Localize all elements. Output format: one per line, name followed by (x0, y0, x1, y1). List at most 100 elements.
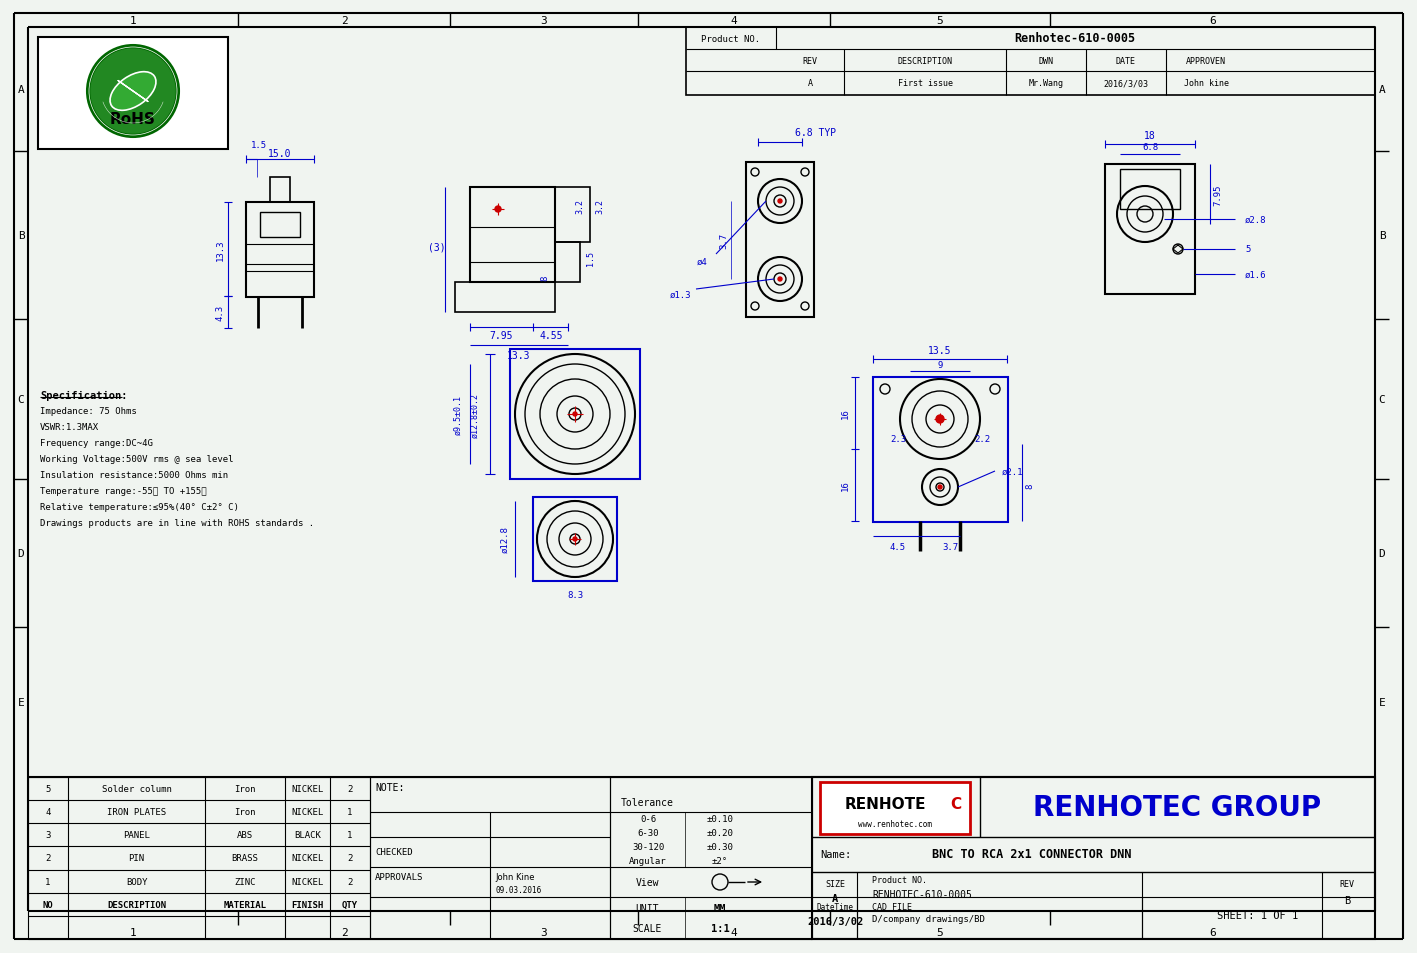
Text: Iron: Iron (234, 784, 255, 793)
Text: DATE: DATE (1117, 56, 1136, 66)
Text: Temperature range:-55℃ TO +155℃: Temperature range:-55℃ TO +155℃ (40, 487, 207, 496)
Text: A: A (832, 893, 837, 903)
Text: 4: 4 (45, 807, 51, 817)
Text: View: View (635, 877, 659, 887)
Text: NOTE:: NOTE: (376, 782, 404, 792)
Text: Relative temperature:≤95%(40° C±2° C): Relative temperature:≤95%(40° C±2° C) (40, 503, 239, 512)
Text: E: E (1379, 698, 1386, 707)
Circle shape (572, 537, 577, 541)
Text: 1: 1 (347, 830, 353, 840)
Circle shape (572, 413, 577, 416)
Text: Renhotec-610-0005: Renhotec-610-0005 (1015, 32, 1135, 46)
Text: 2: 2 (347, 784, 353, 793)
Text: RENHOTEC-610-0005: RENHOTEC-610-0005 (871, 889, 972, 899)
Text: 0-6: 0-6 (640, 815, 656, 823)
Text: ABS: ABS (237, 830, 254, 840)
Text: 16: 16 (840, 480, 850, 491)
Text: Tolerance: Tolerance (621, 797, 673, 807)
Text: Angular: Angular (629, 856, 667, 864)
Text: Drawings products are in line with ROHS standards .: Drawings products are in line with ROHS … (40, 519, 315, 528)
Text: D: D (1379, 548, 1386, 558)
Text: APPROVALS: APPROVALS (376, 873, 424, 882)
Text: 6.8 TYP: 6.8 TYP (795, 128, 836, 138)
Text: ø12.8±0.2: ø12.8±0.2 (470, 392, 479, 437)
Text: 5: 5 (45, 784, 51, 793)
Bar (271, 178, 290, 203)
Text: RoHS: RoHS (111, 112, 156, 128)
Text: RENHOTEC GROUP: RENHOTEC GROUP (1033, 793, 1321, 821)
Bar (510, 350, 640, 479)
Bar (873, 377, 1007, 522)
Text: 13.5: 13.5 (928, 346, 952, 355)
Circle shape (91, 50, 176, 133)
Bar (247, 203, 315, 297)
Text: 2: 2 (45, 854, 51, 862)
Text: DESCRIPTION: DESCRIPTION (897, 56, 952, 66)
Text: Product NO.: Product NO. (701, 34, 761, 44)
Text: PANEL: PANEL (123, 830, 150, 840)
Text: NICKEL: NICKEL (292, 784, 323, 793)
Text: DESCRIPTION: DESCRIPTION (106, 900, 166, 909)
Text: E: E (17, 698, 24, 707)
Circle shape (778, 200, 782, 204)
Text: 3: 3 (541, 16, 547, 26)
Circle shape (937, 416, 944, 423)
Text: B: B (1379, 231, 1386, 241)
Text: 3.2: 3.2 (575, 198, 584, 213)
Text: ø2.8: ø2.8 (1246, 215, 1267, 224)
Text: NICKEL: NICKEL (292, 877, 323, 885)
Text: 2: 2 (347, 877, 353, 885)
Circle shape (86, 46, 179, 138)
Text: 4.5: 4.5 (890, 542, 905, 551)
Bar (820, 782, 971, 834)
Text: 2: 2 (340, 927, 347, 937)
Text: 30-120: 30-120 (632, 842, 665, 851)
Bar (259, 213, 300, 237)
Text: 4: 4 (731, 927, 737, 937)
Text: BLACK: BLACK (295, 830, 320, 840)
Text: ±0.30: ±0.30 (707, 842, 734, 851)
Text: A: A (1379, 85, 1386, 95)
Bar (555, 188, 589, 243)
Bar (812, 778, 1374, 939)
Bar (1105, 165, 1195, 294)
Text: MM: MM (714, 903, 727, 913)
Bar (470, 188, 555, 283)
Text: 1.5: 1.5 (585, 251, 595, 265)
Text: 4: 4 (731, 16, 737, 26)
Text: DateTime: DateTime (816, 902, 853, 911)
Circle shape (938, 485, 942, 490)
Bar (38, 38, 228, 150)
Text: 1: 1 (347, 807, 353, 817)
Bar (555, 243, 580, 283)
Text: C: C (951, 797, 962, 812)
Text: ±0.20: ±0.20 (707, 828, 734, 838)
Text: 13.3: 13.3 (507, 351, 531, 360)
Text: Insulation resistance:5000 Ohms min: Insulation resistance:5000 Ohms min (40, 471, 228, 480)
Bar (686, 28, 1374, 96)
Text: Mr.Wang: Mr.Wang (1029, 79, 1064, 89)
Text: 1: 1 (129, 927, 136, 937)
Text: VSWR:1.3MAX: VSWR:1.3MAX (40, 423, 99, 432)
Text: NICKEL: NICKEL (292, 854, 323, 862)
Text: Solder column: Solder column (102, 784, 171, 793)
Text: First issue: First issue (897, 79, 952, 89)
Text: Specification:: Specification: (40, 391, 128, 400)
Text: 8: 8 (540, 275, 550, 280)
Text: SIZE: SIZE (825, 880, 845, 888)
Text: 7.95: 7.95 (489, 331, 513, 340)
Text: 9: 9 (937, 360, 942, 369)
Text: Product NO.: Product NO. (871, 876, 927, 884)
Text: 16: 16 (840, 408, 850, 419)
Text: 3.7: 3.7 (720, 233, 728, 249)
Text: FINISH: FINISH (292, 900, 323, 909)
Circle shape (495, 207, 502, 213)
Text: BODY: BODY (126, 877, 147, 885)
Circle shape (778, 277, 782, 282)
Text: 13.3: 13.3 (215, 239, 224, 260)
Text: A: A (17, 85, 24, 95)
Text: ø1.6: ø1.6 (1246, 271, 1267, 279)
Text: 1:1: 1:1 (710, 923, 730, 933)
Text: 2016/3/02: 2016/3/02 (806, 916, 863, 926)
Text: 6: 6 (1209, 16, 1216, 26)
